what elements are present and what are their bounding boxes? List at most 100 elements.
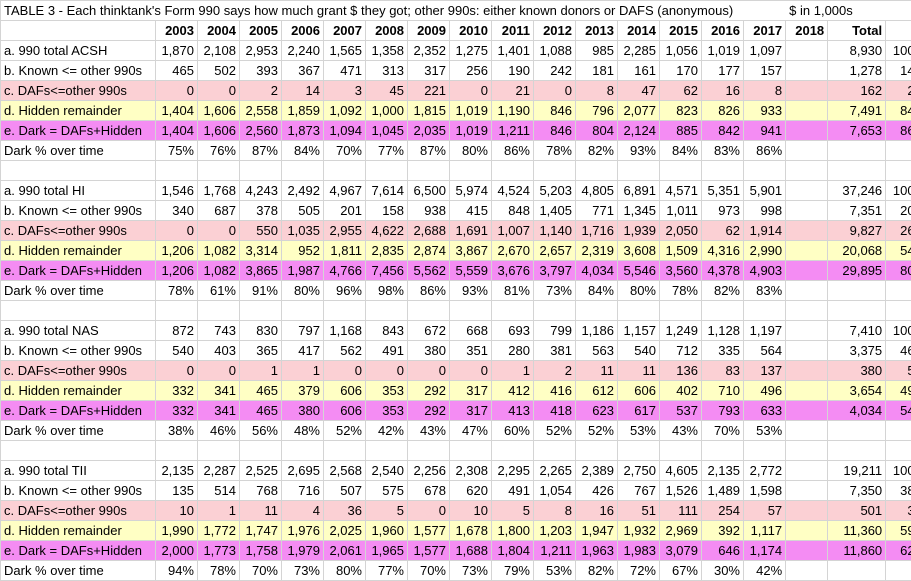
- row-label[interactable]: c. DAFs<=other 990s: [1, 361, 156, 381]
- value-cell[interactable]: 221: [408, 81, 450, 101]
- value-cell[interactable]: 0: [156, 221, 198, 241]
- value-cell[interactable]: 1,168: [324, 321, 366, 341]
- row-label[interactable]: a. 990 total NAS: [1, 321, 156, 341]
- value-cell[interactable]: 5%: [886, 361, 911, 381]
- empty-cell[interactable]: [576, 441, 618, 461]
- value-cell[interactable]: 67%: [660, 561, 702, 581]
- value-cell[interactable]: 2,525: [240, 461, 282, 481]
- value-cell[interactable]: 1,598: [744, 481, 786, 501]
- value-cell[interactable]: 4,316: [702, 241, 744, 261]
- value-cell[interactable]: 402: [660, 381, 702, 401]
- value-cell[interactable]: 4,903: [744, 261, 786, 281]
- value-cell[interactable]: 4,243: [240, 181, 282, 201]
- value-cell[interactable]: 3,608: [618, 241, 660, 261]
- empty-cell[interactable]: [702, 441, 744, 461]
- value-cell[interactable]: 1,117: [744, 521, 786, 541]
- value-cell[interactable]: 1,345: [618, 201, 660, 221]
- value-cell[interactable]: 73%: [282, 561, 324, 581]
- value-cell[interactable]: 1,772: [198, 521, 240, 541]
- value-cell[interactable]: 826: [702, 101, 744, 121]
- value-cell[interactable]: 0: [450, 81, 492, 101]
- value-cell[interactable]: 501: [828, 501, 886, 521]
- column-header[interactable]: 2004: [198, 21, 240, 41]
- value-cell[interactable]: 83%: [702, 141, 744, 161]
- value-cell[interactable]: 9,827: [828, 221, 886, 241]
- value-cell[interactable]: 30%: [702, 561, 744, 581]
- value-cell[interactable]: 1,045: [366, 121, 408, 141]
- value-cell[interactable]: 62: [660, 81, 702, 101]
- value-cell[interactable]: 393: [240, 61, 282, 81]
- value-cell[interactable]: 1,489: [702, 481, 744, 501]
- value-cell[interactable]: 11: [576, 361, 618, 381]
- value-cell[interactable]: 82%: [576, 561, 618, 581]
- value-cell[interactable]: 2,000: [156, 541, 198, 561]
- empty-cell[interactable]: [198, 301, 240, 321]
- value-cell[interactable]: 1,768: [198, 181, 240, 201]
- value-cell[interactable]: 2,695: [282, 461, 324, 481]
- value-cell[interactable]: 93%: [450, 281, 492, 301]
- value-cell[interactable]: 98%: [366, 281, 408, 301]
- value-cell[interactable]: 136: [660, 361, 702, 381]
- value-cell[interactable]: 5,546: [618, 261, 660, 281]
- value-cell[interactable]: 59%: [886, 521, 911, 541]
- value-cell[interactable]: 1,873: [282, 121, 324, 141]
- row-label[interactable]: e. Dark = DAFs+Hidden: [1, 121, 156, 141]
- value-cell[interactable]: 505: [282, 201, 324, 221]
- value-cell[interactable]: 292: [408, 381, 450, 401]
- value-cell[interactable]: 0: [450, 361, 492, 381]
- value-cell[interactable]: 0: [366, 361, 408, 381]
- value-cell[interactable]: 47: [618, 81, 660, 101]
- value-cell[interactable]: 367: [282, 61, 324, 81]
- value-cell[interactable]: 1,401: [492, 41, 534, 61]
- value-cell[interactable]: 514: [198, 481, 240, 501]
- value-cell[interactable]: 3,560: [660, 261, 702, 281]
- value-cell[interactable]: 0: [534, 81, 576, 101]
- value-cell[interactable]: 1,983: [618, 541, 660, 561]
- value-cell[interactable]: 1,947: [576, 521, 618, 541]
- value-cell[interactable]: 341: [198, 381, 240, 401]
- empty-cell[interactable]: [492, 301, 534, 321]
- column-header[interactable]: 2003: [156, 21, 198, 41]
- value-cell[interactable]: 190: [492, 61, 534, 81]
- value-cell[interactable]: 53%: [534, 561, 576, 581]
- value-cell[interactable]: 2,135: [702, 461, 744, 481]
- value-cell[interactable]: 1,747: [240, 521, 282, 541]
- value-cell[interactable]: 4,034: [576, 261, 618, 281]
- row-label[interactable]: b. Known <= other 990s: [1, 201, 156, 221]
- value-cell[interactable]: 418: [534, 401, 576, 421]
- empty-cell[interactable]: [492, 441, 534, 461]
- value-cell[interactable]: 313: [366, 61, 408, 81]
- value-cell[interactable]: 2,124: [618, 121, 660, 141]
- value-cell[interactable]: 1,097: [744, 41, 786, 61]
- value-cell[interactable]: [786, 101, 828, 121]
- column-header[interactable]: Total: [828, 21, 886, 41]
- value-cell[interactable]: 38%: [886, 481, 911, 501]
- value-cell[interactable]: 91%: [240, 281, 282, 301]
- empty-cell[interactable]: [324, 441, 366, 461]
- value-cell[interactable]: 768: [240, 481, 282, 501]
- value-cell[interactable]: 75%: [156, 141, 198, 161]
- value-cell[interactable]: 743: [198, 321, 240, 341]
- value-cell[interactable]: 1,358: [366, 41, 408, 61]
- empty-cell[interactable]: [886, 441, 911, 461]
- value-cell[interactable]: 4,766: [324, 261, 366, 281]
- value-cell[interactable]: 1,987: [282, 261, 324, 281]
- value-cell[interactable]: 952: [282, 241, 324, 261]
- value-cell[interactable]: 47%: [450, 421, 492, 441]
- value-cell[interactable]: 0: [156, 81, 198, 101]
- value-cell[interactable]: 3,676: [492, 261, 534, 281]
- value-cell[interactable]: 471: [324, 61, 366, 81]
- value-cell[interactable]: 353: [366, 381, 408, 401]
- value-cell[interactable]: 2,108: [198, 41, 240, 61]
- value-cell[interactable]: [886, 561, 911, 581]
- value-cell[interactable]: 380: [282, 401, 324, 421]
- empty-cell[interactable]: [240, 161, 282, 181]
- value-cell[interactable]: 5: [366, 501, 408, 521]
- value-cell[interactable]: 1,174: [744, 541, 786, 561]
- value-cell[interactable]: 2,308: [450, 461, 492, 481]
- value-cell[interactable]: 60%: [492, 421, 534, 441]
- value-cell[interactable]: 491: [492, 481, 534, 501]
- value-cell[interactable]: 413: [492, 401, 534, 421]
- value-cell[interactable]: 4,605: [660, 461, 702, 481]
- value-cell[interactable]: 550: [240, 221, 282, 241]
